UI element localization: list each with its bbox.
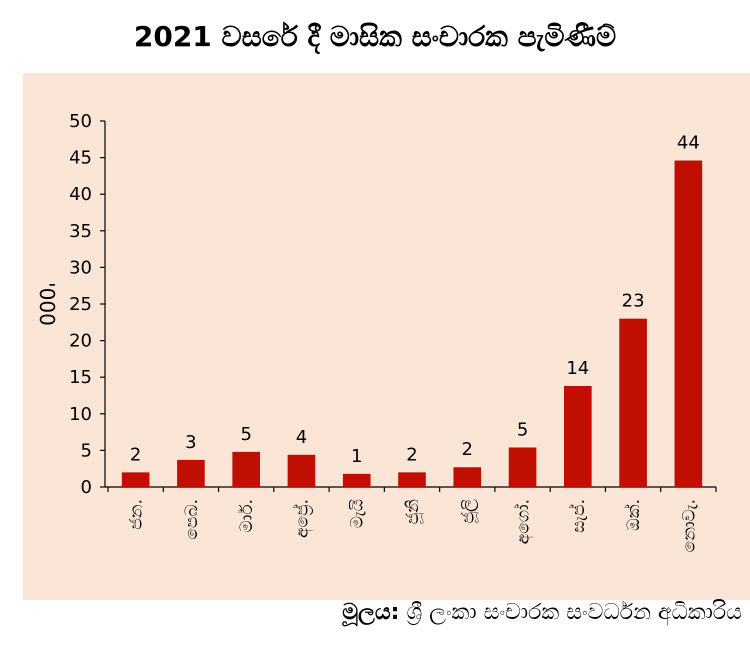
data-label: 2 [462, 439, 473, 460]
chart-title: 2021 වසරේ දී මාසික සංචාරක පැමිණීම් [133, 20, 617, 53]
bar [342, 473, 371, 487]
bar [287, 454, 316, 487]
data-label: 1 [351, 446, 362, 467]
data-label: 14 [566, 358, 589, 379]
y-tick-label: 35 [69, 221, 92, 242]
x-tick-label: මාර්. [237, 499, 257, 533]
bar [232, 451, 260, 487]
bar [508, 447, 537, 487]
y-tick-label: 40 [69, 184, 92, 205]
y-tick-label: 25 [69, 294, 92, 315]
y-axis: 0 5 10 15 20 25 30 35 40 45 50 [69, 111, 106, 498]
data-label: 2 [406, 444, 417, 465]
x-tick-label: ඔක්. [624, 499, 644, 531]
bar [453, 467, 482, 487]
x-axis: ජන. පෙබ. මාර්. අප්‍රේ. මැයි ජූනි ජූලි අගෝ. සැප්.… [105, 486, 717, 552]
x-tick-label: පෙබ. [182, 499, 202, 540]
data-label: 5 [517, 419, 528, 440]
x-tick-label: අප්‍රේ. [292, 499, 313, 538]
data-label: 44 [677, 133, 700, 154]
y-tick-label: 15 [69, 367, 92, 388]
y-tick-label: 50 [69, 111, 92, 132]
bar [674, 160, 703, 487]
source-text: ශ්‍රී ලංකා සංචාරක සංවර්ධන අධිකාරිය [406, 600, 742, 625]
x-tick-label: ජූනි [403, 499, 423, 525]
bar [177, 459, 205, 487]
x-tick-label: නොවැ. [679, 499, 699, 552]
data-label: 23 [622, 291, 645, 312]
y-tick-label: 5 [81, 440, 92, 461]
y-tick-label: 30 [69, 257, 92, 278]
x-tick-label: ජූලි [458, 499, 478, 524]
bar [619, 318, 647, 487]
x-tick-label: මැයි [348, 499, 368, 528]
bar [121, 472, 150, 487]
data-label: 2 [130, 444, 141, 465]
source-label: මූලය: [342, 600, 400, 625]
x-tick-label: ජන. [127, 499, 147, 530]
x-tick-label: අගෝ. [514, 499, 535, 544]
y-tick-label: 20 [69, 331, 92, 352]
y-axis-label: '000 [35, 282, 59, 326]
data-label: 4 [296, 427, 307, 448]
source-note: මූලය: ශ්‍රී ලංකා සංචාරක සංවර්ධන අධිකාරිය [342, 600, 742, 625]
data-label: 3 [185, 432, 196, 453]
y-tick-label: 10 [69, 404, 92, 425]
data-label: 5 [240, 424, 251, 445]
bar [398, 472, 426, 487]
x-tick-label: සැප්. [569, 499, 589, 533]
y-tick-label: 45 [69, 148, 92, 169]
y-tick-label: 0 [81, 477, 92, 498]
bar [564, 385, 592, 487]
bars [121, 160, 703, 487]
